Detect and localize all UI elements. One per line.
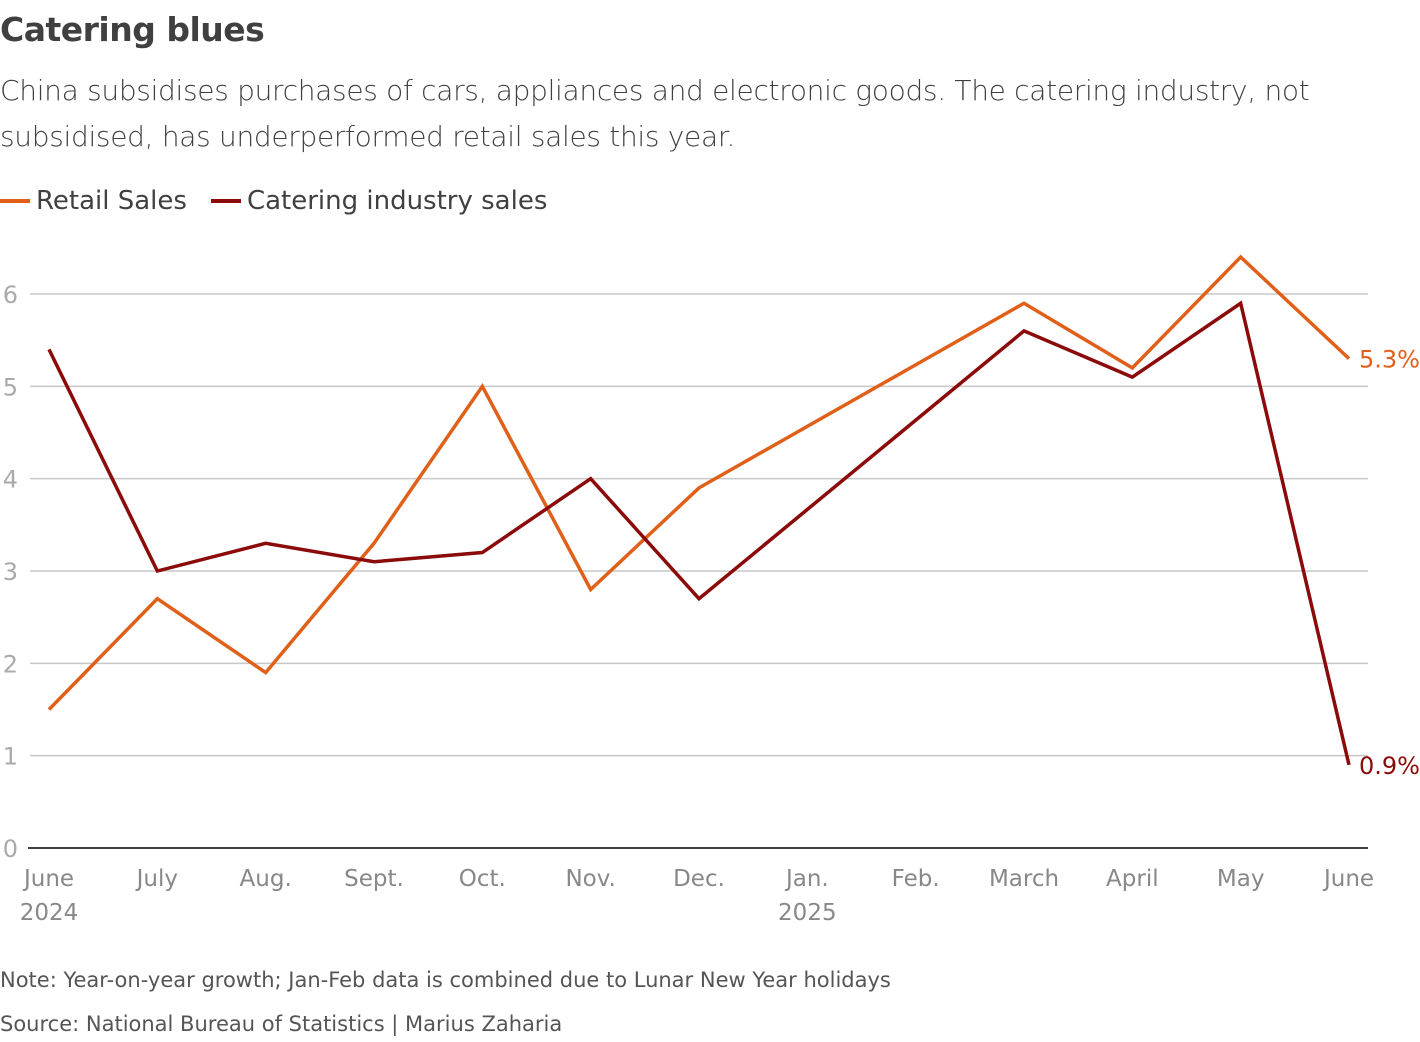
x-tick-label: 2024 xyxy=(20,900,79,926)
end-label-catering: 0.9% xyxy=(1359,752,1420,780)
x-tick-label: Oct. xyxy=(459,866,506,892)
y-tick-label: 5 xyxy=(3,373,18,401)
end-label-retail: 5.3% xyxy=(1359,346,1420,374)
x-tick-label: Nov. xyxy=(565,866,615,892)
legend: Retail Sales Catering industry sales xyxy=(0,186,561,216)
x-tick-label: Aug. xyxy=(240,866,292,892)
y-tick-label: 4 xyxy=(3,466,18,494)
x-tick-label: Feb. xyxy=(892,866,940,892)
x-tick-label: 2025 xyxy=(778,900,837,926)
x-tick-label: May xyxy=(1217,866,1265,892)
legend-item-catering: Catering industry sales xyxy=(210,186,548,216)
x-tick-label: Sept. xyxy=(344,866,404,892)
x-tick-label: June xyxy=(1322,866,1374,892)
chart-subtitle: China subsidises purchases of cars, appl… xyxy=(0,74,1310,153)
y-tick-label: 1 xyxy=(3,743,18,771)
x-tick-label: Jan. xyxy=(784,866,829,892)
legend-label-retail: Retail Sales xyxy=(36,186,187,216)
legend-swatch-retail xyxy=(0,199,30,203)
x-tick-label: July xyxy=(135,866,178,892)
y-tick-label: 0 xyxy=(3,835,18,863)
x-tick-label: March xyxy=(989,866,1059,892)
y-tick-label: 3 xyxy=(3,558,18,586)
x-tick-label: Dec. xyxy=(673,866,725,892)
legend-label-catering: Catering industry sales xyxy=(246,186,548,216)
chart-source: Source: National Bureau of Statistics | … xyxy=(0,1012,563,1036)
y-tick-label: 6 xyxy=(3,281,18,309)
x-tick-label: April xyxy=(1106,866,1159,892)
series-line-catering xyxy=(47,300,1351,766)
x-tick-label: June xyxy=(22,866,74,892)
y-tick-label: 2 xyxy=(3,650,18,678)
chart-title: Catering blues xyxy=(0,10,265,49)
legend-item-retail: Retail Sales xyxy=(0,186,187,216)
legend-swatch-catering xyxy=(210,199,241,203)
series-line-retail xyxy=(47,254,1351,711)
chart-note: Note: Year-on-year growth; Jan-Feb data … xyxy=(0,968,891,992)
